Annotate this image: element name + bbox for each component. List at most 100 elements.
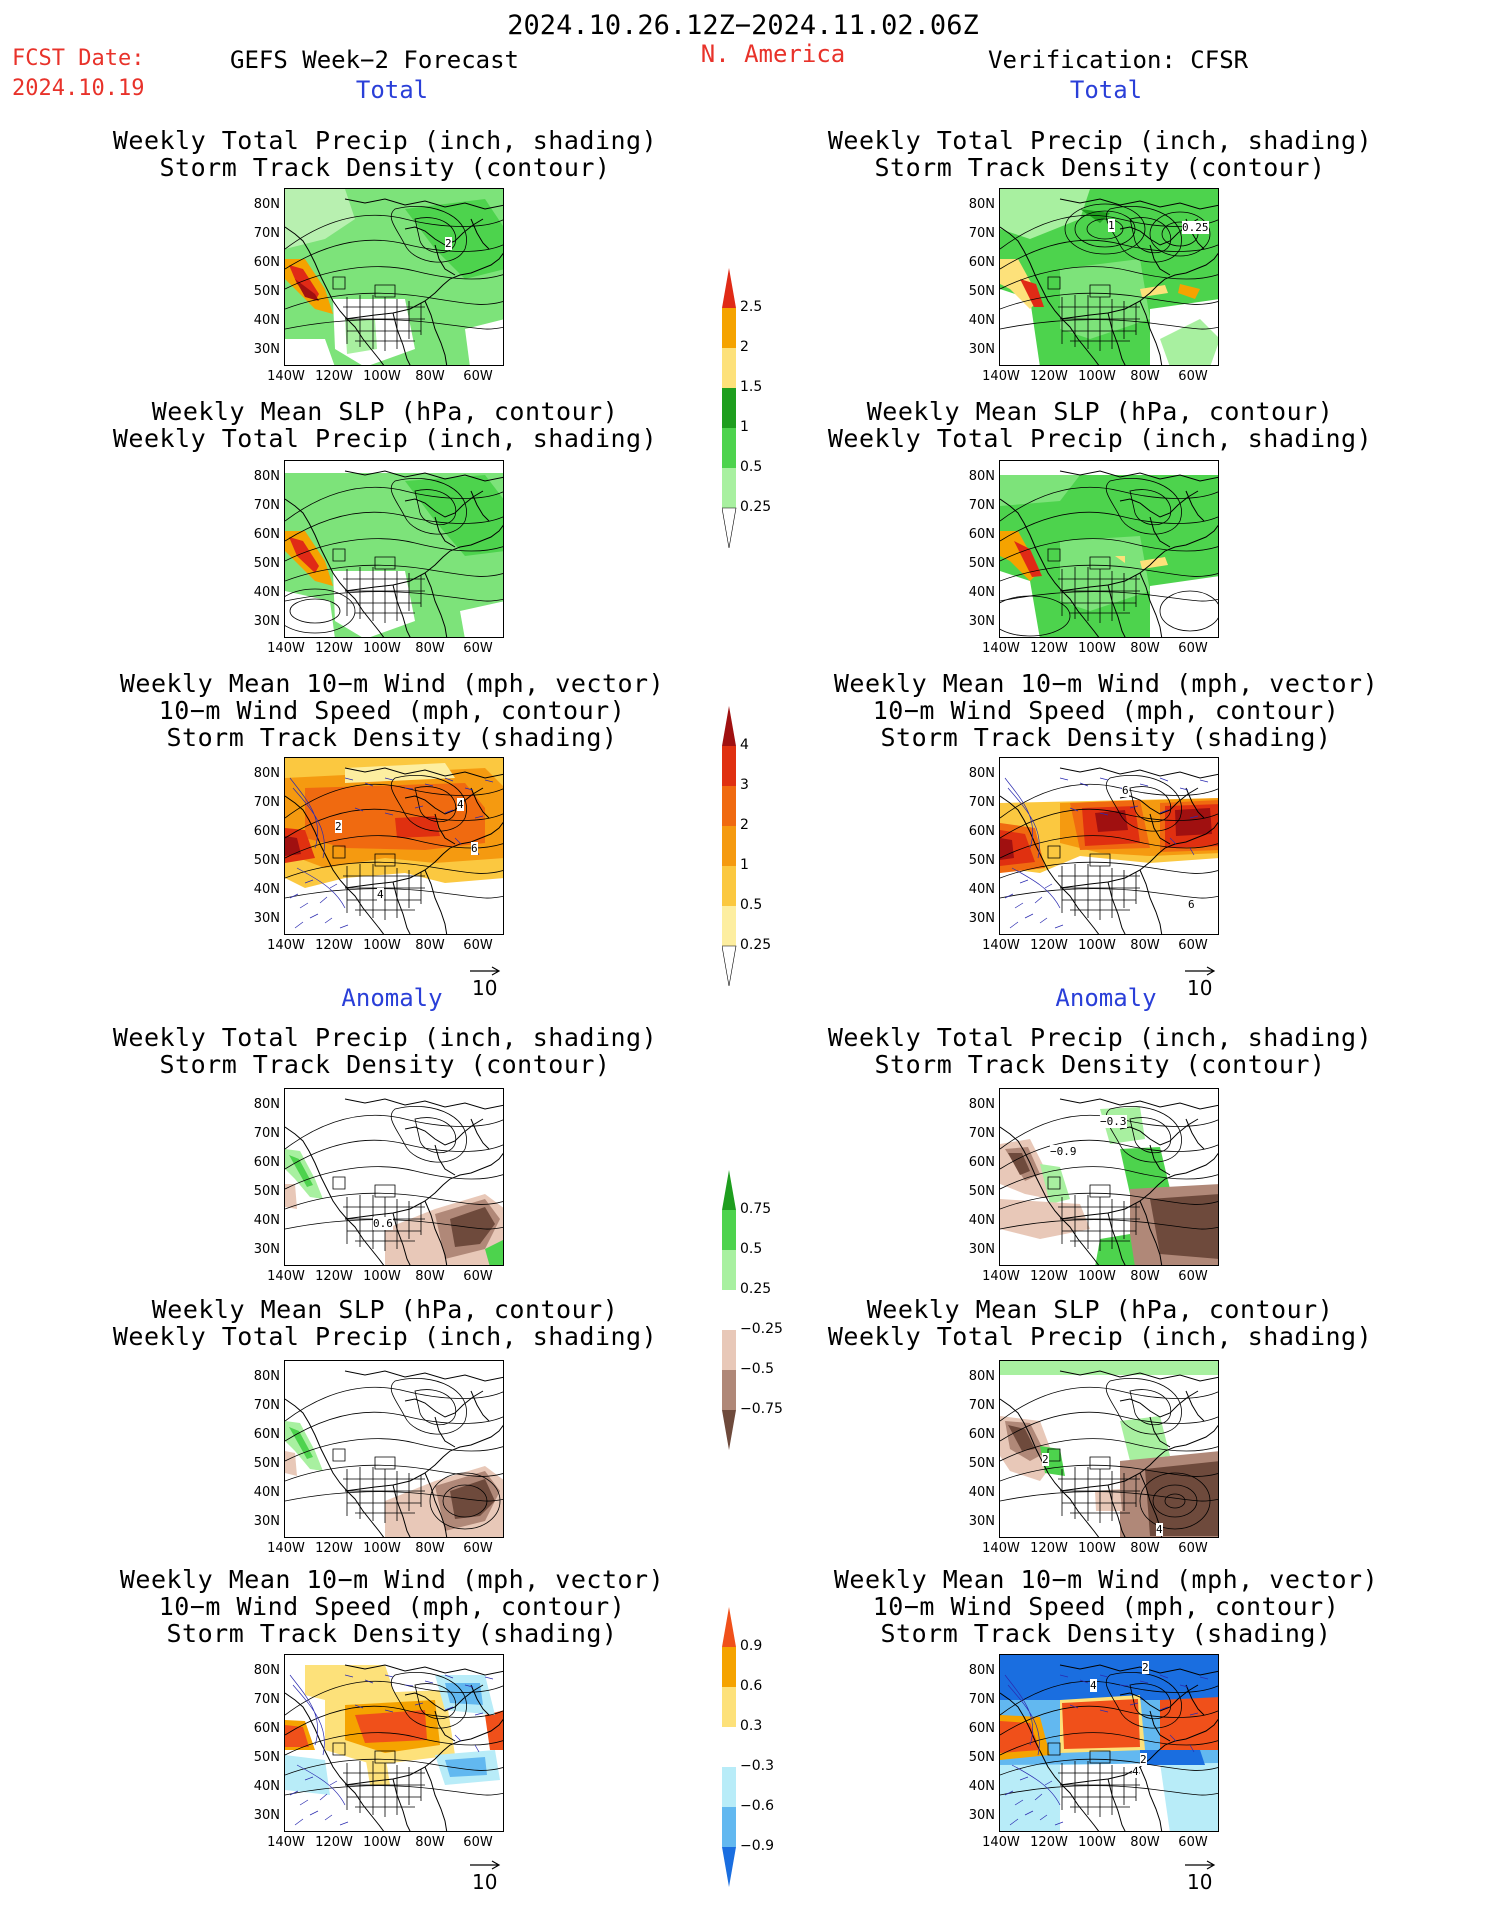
longitude-label: 80W <box>1130 1541 1160 1556</box>
longitude-label: 80W <box>415 1541 445 1556</box>
colorbar-segment <box>722 1767 736 1807</box>
longitude-label: 80W <box>1130 938 1160 953</box>
colorbar-tick-label: 0.3 <box>740 1718 763 1734</box>
contour-label: 4 <box>1156 1523 1163 1536</box>
colorbar-segment <box>722 1170 736 1210</box>
colorbar-tick-label: −0.3 <box>740 1758 774 1774</box>
latitude-label: 30N <box>253 342 280 357</box>
longitude-label: 140W <box>267 1269 305 1284</box>
latitude-label: 30N <box>253 1242 280 1257</box>
longitude-label: 100W <box>363 938 401 953</box>
colorbar-tick-label: −0.6 <box>740 1798 774 1814</box>
latitude-label: 30N <box>968 1808 995 1823</box>
section-anomaly-right: Anomaly <box>1055 984 1157 1012</box>
longitude-label: 140W <box>982 369 1020 384</box>
longitude-label: 140W <box>982 1835 1020 1850</box>
panel-title: Weekly Mean SLP (hPa, contour) Weekly Tot… <box>827 397 1373 453</box>
colorbar-segment <box>722 1290 736 1330</box>
contour-label: 1 <box>1108 219 1115 232</box>
fcst-date-label: FCST Date: <box>12 46 145 71</box>
longitude-label: 80W <box>1130 369 1160 384</box>
latitude-label: 60N <box>968 527 995 542</box>
vector-reference: 10 <box>1183 1860 1219 1894</box>
latitude-label: 40N <box>968 1485 995 1500</box>
latitude-label: 60N <box>253 1155 280 1170</box>
longitude-label: 80W <box>1130 641 1160 656</box>
latitude-label: 80N <box>253 766 280 781</box>
longitude-label: 60W <box>1178 1269 1208 1284</box>
latitude-label: 80N <box>968 1097 995 1112</box>
colorbar-tick-label: 0.25 <box>740 499 772 515</box>
latitude-label: 50N <box>253 284 280 299</box>
panel-title: Weekly Total Precip (inch, shading) Storm… <box>112 126 658 182</box>
latitude-label: 80N <box>968 469 995 484</box>
longitude-label: 120W <box>1030 369 1068 384</box>
latitude-label: 40N <box>968 1213 995 1228</box>
colorbar-segment <box>722 1330 736 1370</box>
fcst-date-value: 2024.10.19 <box>12 76 145 101</box>
section-anomaly-left: Anomaly <box>341 984 443 1012</box>
latitude-label: 70N <box>968 1398 995 1413</box>
panel-title: Weekly Total Precip (inch, shading) Storm… <box>827 126 1373 182</box>
latitude-label: 70N <box>253 1692 280 1707</box>
longitude-label: 60W <box>463 369 493 384</box>
panel-title: Weekly Mean SLP (hPa, contour) Weekly Tot… <box>112 397 658 453</box>
longitude-label: 60W <box>463 641 493 656</box>
map-gefs-total-precip-track: 2 <box>284 188 504 366</box>
latitude-label: 30N <box>968 911 995 926</box>
map-gefs-anomaly-slp-precip <box>284 1360 504 1538</box>
latitude-label: 50N <box>253 1456 280 1471</box>
latitude-label: 40N <box>253 1779 280 1794</box>
longitude-label: 100W <box>1078 1541 1116 1556</box>
longitude-label: 100W <box>363 641 401 656</box>
arrow-icon <box>1185 966 1216 976</box>
latitude-label: 60N <box>253 824 280 839</box>
map-gefs-anomaly-precip-track: 0.6 <box>284 1088 504 1266</box>
latitude-label: 70N <box>253 498 280 513</box>
colorbar-segment <box>722 308 736 348</box>
vector-reference: 10 <box>468 1860 504 1894</box>
colorbar-segment <box>722 1807 736 1847</box>
contour-label: 6 <box>1122 784 1129 797</box>
longitude-label: 140W <box>267 938 305 953</box>
colorbar-tick-label: 0.75 <box>740 1201 772 1217</box>
longitude-label: 140W <box>982 1541 1020 1556</box>
panel-title: Weekly Mean 10−m Wind (mph, vector) 10−m … <box>119 669 665 752</box>
latitude-label: 70N <box>253 1398 280 1413</box>
map-cfsr-anomaly-slp-precip: 2 4 <box>999 1360 1219 1538</box>
colorbar-tick-label: 2 <box>740 817 749 833</box>
colorbar-segment <box>722 1410 736 1450</box>
vector-reference: 10 <box>1183 966 1219 1000</box>
latitude-label: 80N <box>253 469 280 484</box>
longitude-label: 80W <box>415 1269 445 1284</box>
longitude-label: 60W <box>1178 369 1208 384</box>
panel-title: Weekly Mean 10−m Wind (mph, vector) 10−m … <box>833 669 1379 752</box>
colorbar-segment <box>722 1210 736 1250</box>
latitude-label: 50N <box>968 1456 995 1471</box>
colorbar-tick-label: −0.25 <box>740 1321 783 1337</box>
colorbar-track-anomaly: 0.9 0.6 0.3 −0.3 −0.6 −0.9 <box>722 1607 812 1921</box>
colorbar-precip-total: 2.5 2 1.5 1 0.5 0.25 <box>721 268 812 582</box>
latitude-label: 80N <box>253 1369 280 1384</box>
latitude-label: 50N <box>968 556 995 571</box>
colorbar-segment <box>722 388 736 428</box>
latitude-label: 50N <box>253 556 280 571</box>
contour-label: 0.25 <box>1182 221 1209 234</box>
latitude-label: 50N <box>968 1184 995 1199</box>
longitude-label: 120W <box>1030 1541 1068 1556</box>
latitude-label: 40N <box>253 313 280 328</box>
colorbar-tick-label: 0.5 <box>740 897 763 913</box>
colorbar-tick-label: 1 <box>740 419 749 435</box>
latitude-label: 30N <box>253 911 280 926</box>
latitude-label: 70N <box>968 1692 995 1707</box>
contour-label: 4 <box>1090 1679 1097 1692</box>
colorbar-tick-label: 0.6 <box>740 1678 763 1694</box>
longitude-label: 80W <box>415 1835 445 1850</box>
latitude-label: 80N <box>253 1097 280 1112</box>
longitude-label: 100W <box>1078 1269 1116 1284</box>
map-cfsr-total-wind-track: 6 6 <box>999 757 1219 935</box>
colorbar-tick-label: 1 <box>740 857 749 873</box>
map-gefs-total-slp-precip <box>284 460 504 638</box>
longitude-label: 60W <box>1178 641 1208 656</box>
colorbar-segment <box>722 1647 736 1687</box>
